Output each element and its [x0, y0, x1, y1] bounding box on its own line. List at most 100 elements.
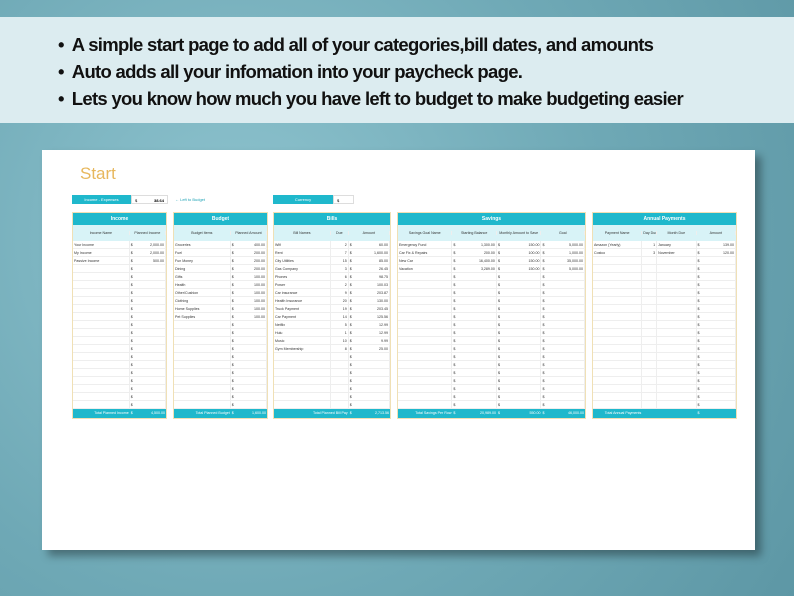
- table-cell[interactable]: Pet Supplies: [174, 313, 231, 320]
- table-cell[interactable]: $: [349, 377, 390, 384]
- table-cell[interactable]: $: [697, 369, 736, 376]
- table-cell[interactable]: $: [697, 281, 736, 288]
- table-cell[interactable]: [657, 265, 697, 272]
- table-cell[interactable]: $: [697, 361, 736, 368]
- table-cell[interactable]: $150.00: [497, 241, 542, 248]
- table-cell[interactable]: [657, 385, 697, 392]
- table-cell[interactable]: [174, 401, 231, 408]
- table-cell[interactable]: $: [452, 329, 497, 336]
- table-cell[interactable]: $: [497, 361, 542, 368]
- table-cell[interactable]: $100.00: [231, 305, 267, 312]
- table-cell[interactable]: [73, 337, 130, 344]
- table-cell[interactable]: New Car: [398, 257, 453, 264]
- table-cell[interactable]: [274, 393, 331, 400]
- table-cell[interactable]: [398, 273, 453, 280]
- table-cell[interactable]: Health: [174, 281, 231, 288]
- table-cell[interactable]: [398, 377, 453, 384]
- table-cell[interactable]: $12.99: [349, 321, 390, 328]
- table-cell[interactable]: [398, 305, 453, 312]
- table-cell[interactable]: [642, 377, 658, 384]
- table-cell[interactable]: $203.87: [349, 289, 390, 296]
- table-cell[interactable]: [73, 273, 130, 280]
- table-cell[interactable]: [174, 369, 231, 376]
- table-cell[interactable]: $: [130, 329, 166, 336]
- table-cell[interactable]: [174, 329, 231, 336]
- table-cell[interactable]: $: [130, 281, 166, 288]
- table-cell[interactable]: $: [541, 337, 585, 344]
- table-cell[interactable]: 15: [331, 257, 349, 264]
- table-cell[interactable]: $1,300.00: [453, 241, 497, 248]
- table-cell[interactable]: $200.00: [231, 257, 267, 264]
- table-cell[interactable]: $5,000.00: [542, 241, 585, 248]
- table-cell[interactable]: [398, 313, 453, 320]
- table-cell[interactable]: [642, 385, 658, 392]
- table-cell[interactable]: 6: [331, 273, 349, 280]
- table-cell[interactable]: November: [657, 249, 697, 256]
- table-cell[interactable]: [73, 289, 130, 296]
- table-cell[interactable]: $9.99: [349, 337, 390, 344]
- table-cell[interactable]: $: [231, 337, 267, 344]
- table-cell[interactable]: $: [231, 345, 267, 352]
- table-cell[interactable]: $: [541, 369, 585, 376]
- table-cell[interactable]: [398, 393, 453, 400]
- table-cell[interactable]: [73, 313, 130, 320]
- table-cell[interactable]: [174, 385, 231, 392]
- table-cell[interactable]: Rent: [274, 249, 331, 256]
- table-cell[interactable]: [174, 393, 231, 400]
- table-cell[interactable]: $: [541, 297, 585, 304]
- table-cell[interactable]: [593, 369, 643, 376]
- table-cell[interactable]: $: [452, 281, 497, 288]
- table-cell[interactable]: $: [497, 313, 542, 320]
- table-cell[interactable]: 1: [642, 241, 658, 248]
- table-cell[interactable]: $: [130, 345, 166, 352]
- table-cell[interactable]: $: [231, 361, 267, 368]
- table-cell[interactable]: 19: [331, 305, 349, 312]
- table-cell[interactable]: [174, 337, 231, 344]
- table-cell[interactable]: $: [452, 297, 497, 304]
- table-cell[interactable]: [73, 321, 130, 328]
- table-cell[interactable]: $: [130, 361, 166, 368]
- table-cell[interactable]: [593, 329, 643, 336]
- table-cell[interactable]: $: [231, 321, 267, 328]
- table-cell[interactable]: Health Insurance: [274, 297, 331, 304]
- table-cell[interactable]: Home Supplies: [174, 305, 231, 312]
- table-cell[interactable]: $: [349, 393, 390, 400]
- table-cell[interactable]: $: [541, 361, 585, 368]
- table-cell[interactable]: $: [349, 385, 390, 392]
- table-cell[interactable]: Emergency Fund: [398, 241, 453, 248]
- table-cell[interactable]: $: [130, 313, 166, 320]
- table-cell[interactable]: 14: [331, 313, 349, 320]
- table-cell[interactable]: [593, 361, 643, 368]
- table-cell[interactable]: $: [130, 337, 166, 344]
- table-cell[interactable]: $98.75: [349, 273, 390, 280]
- table-cell[interactable]: $1,000.00: [542, 249, 585, 256]
- table-cell[interactable]: $: [452, 345, 497, 352]
- table-cell[interactable]: $: [452, 289, 497, 296]
- table-cell[interactable]: $100.03: [349, 281, 390, 288]
- table-cell[interactable]: $: [497, 337, 542, 344]
- table-cell[interactable]: $100.00: [231, 289, 267, 296]
- table-cell[interactable]: Dining: [174, 265, 231, 272]
- table-cell[interactable]: [642, 361, 658, 368]
- table-cell[interactable]: [657, 257, 697, 264]
- table-cell[interactable]: 3: [642, 249, 658, 256]
- table-cell[interactable]: $: [541, 281, 585, 288]
- table-cell[interactable]: $: [697, 329, 736, 336]
- currency-select[interactable]: $: [333, 195, 354, 204]
- table-cell[interactable]: 20: [331, 297, 349, 304]
- table-cell[interactable]: $: [697, 297, 736, 304]
- table-cell[interactable]: $150.00: [497, 265, 542, 272]
- table-cell[interactable]: [593, 393, 643, 400]
- table-cell[interactable]: [274, 385, 331, 392]
- table-cell[interactable]: [73, 297, 130, 304]
- table-cell[interactable]: $400.00: [231, 241, 267, 248]
- table-cell[interactable]: [174, 345, 231, 352]
- table-cell[interactable]: [642, 257, 658, 264]
- table-cell[interactable]: [593, 265, 643, 272]
- table-cell[interactable]: $3,289.00: [453, 265, 497, 272]
- table-cell[interactable]: $: [697, 313, 736, 320]
- table-cell[interactable]: [398, 297, 453, 304]
- table-cell[interactable]: Passive Income: [73, 257, 130, 264]
- table-cell[interactable]: Fun Money: [174, 257, 231, 264]
- table-cell[interactable]: $: [130, 401, 166, 408]
